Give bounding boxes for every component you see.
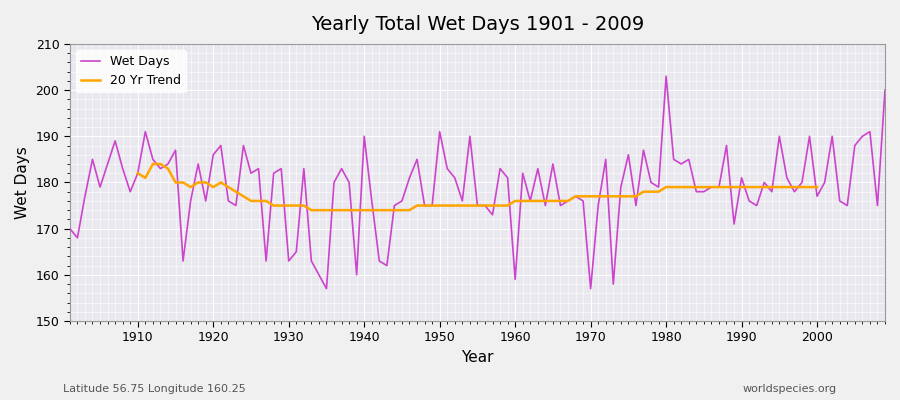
20 Yr Trend xyxy=(812,185,823,190)
Wet Days xyxy=(125,189,136,194)
20 Yr Trend xyxy=(223,185,234,190)
Wet Days xyxy=(291,249,302,254)
Wet Days xyxy=(661,74,671,79)
X-axis label: Year: Year xyxy=(461,350,494,365)
20 Yr Trend xyxy=(540,198,551,203)
20 Yr Trend xyxy=(306,208,317,212)
Wet Days xyxy=(608,282,618,286)
20 Yr Trend xyxy=(132,171,143,176)
Wet Days xyxy=(518,171,528,176)
20 Yr Trend xyxy=(804,185,814,190)
Wet Days xyxy=(879,88,890,92)
Wet Days xyxy=(509,277,520,282)
20 Yr Trend xyxy=(148,162,158,166)
Line: Wet Days: Wet Days xyxy=(70,76,885,289)
Legend: Wet Days, 20 Yr Trend: Wet Days, 20 Yr Trend xyxy=(76,50,185,92)
Text: worldspecies.org: worldspecies.org xyxy=(742,384,837,394)
Wet Days xyxy=(321,286,332,291)
Wet Days xyxy=(65,226,76,231)
Title: Yearly Total Wet Days 1901 - 2009: Yearly Total Wet Days 1901 - 2009 xyxy=(310,15,644,34)
Y-axis label: Wet Days: Wet Days xyxy=(15,146,30,219)
20 Yr Trend xyxy=(721,185,732,190)
20 Yr Trend xyxy=(321,208,332,212)
Text: Latitude 56.75 Longitude 160.25: Latitude 56.75 Longitude 160.25 xyxy=(63,384,246,394)
20 Yr Trend xyxy=(299,203,310,208)
Wet Days xyxy=(344,180,355,185)
Line: 20 Yr Trend: 20 Yr Trend xyxy=(138,164,817,210)
